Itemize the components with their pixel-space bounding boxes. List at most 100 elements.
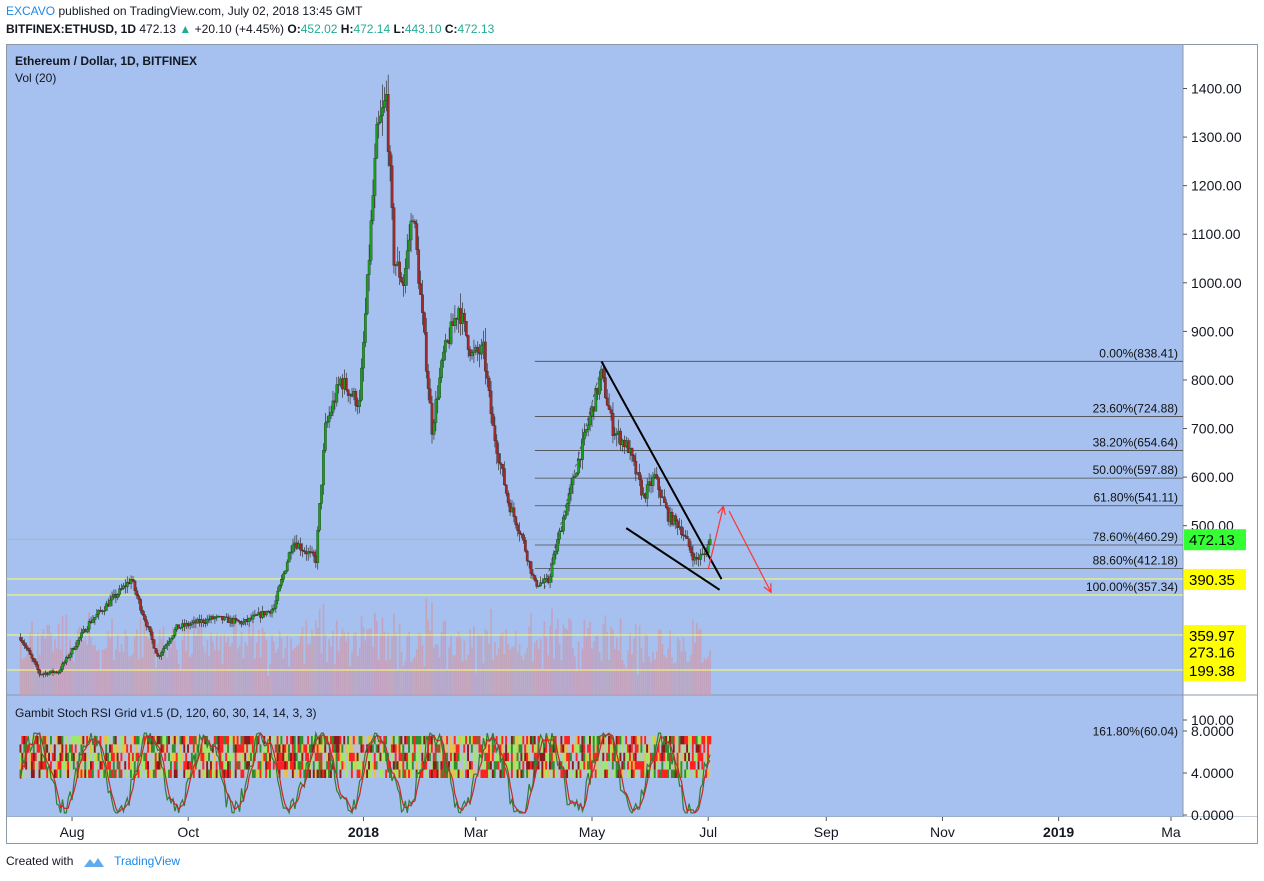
rsi-cell bbox=[579, 744, 582, 753]
rsi-cell bbox=[27, 752, 30, 762]
rsi-cell bbox=[457, 769, 460, 778]
candle bbox=[436, 397, 440, 400]
rsi-cell bbox=[349, 752, 352, 762]
rsi-cell bbox=[289, 769, 293, 778]
rsi-cell bbox=[564, 752, 567, 762]
volume-bar bbox=[210, 632, 212, 695]
rsi-cell bbox=[611, 769, 615, 778]
rsi-cell bbox=[402, 761, 405, 770]
rsi-cell bbox=[615, 736, 618, 745]
rsi-cell bbox=[301, 744, 304, 753]
rsi-cell bbox=[539, 761, 542, 770]
rsi-cell bbox=[535, 752, 538, 762]
volume-bar bbox=[663, 655, 666, 695]
rsi-cell bbox=[246, 761, 249, 770]
rsi-cell bbox=[509, 761, 512, 770]
rsi-cell bbox=[211, 752, 215, 762]
volume-bar bbox=[122, 651, 125, 695]
tradingview-link[interactable]: TradingView bbox=[114, 854, 181, 868]
rsi-cell bbox=[634, 761, 638, 770]
rsi-cell bbox=[634, 744, 638, 753]
rsi-cell bbox=[488, 752, 491, 762]
rsi-cell bbox=[491, 769, 495, 778]
rsi-cell bbox=[196, 736, 199, 745]
rsi-cell bbox=[217, 761, 220, 770]
rsi-cell bbox=[628, 744, 632, 753]
rsi-cell bbox=[522, 769, 525, 778]
rsi-cell bbox=[175, 752, 178, 762]
rsi-cell bbox=[411, 736, 415, 745]
rsi-cell bbox=[221, 761, 224, 770]
candle bbox=[523, 540, 527, 552]
price-chart[interactable]: 0.00%(838.41)23.60%(724.88)38.20%(654.64… bbox=[7, 45, 1257, 843]
rsi-cell bbox=[695, 769, 698, 778]
candle bbox=[424, 332, 428, 372]
rsi-cell bbox=[316, 752, 319, 762]
publisher-name[interactable]: EXCAVO bbox=[6, 4, 56, 18]
rsi-cell bbox=[678, 736, 681, 745]
rsi-cell bbox=[417, 744, 420, 753]
rsi-cell bbox=[124, 744, 127, 753]
rsi-cell bbox=[406, 752, 409, 762]
volume-bar bbox=[671, 657, 673, 695]
rsi-cell bbox=[34, 769, 38, 778]
rsi-cell bbox=[114, 744, 118, 753]
rsi-cell bbox=[623, 769, 626, 778]
rsi-cell bbox=[324, 736, 327, 745]
rsi-cell bbox=[651, 769, 655, 778]
ohlc-line: BITFINEX:ETHUSD, 1D 472.13 ▲ +20.10 (+4.… bbox=[6, 20, 494, 38]
volume-bar bbox=[541, 668, 544, 695]
rsi-cell bbox=[682, 744, 685, 753]
volume-bar bbox=[501, 632, 504, 695]
volume-bar bbox=[657, 629, 660, 695]
rsi-cell bbox=[581, 736, 584, 745]
rsi-cell bbox=[289, 744, 293, 753]
candle bbox=[110, 596, 114, 601]
rsi-cell bbox=[257, 736, 260, 745]
rsi-cell bbox=[316, 769, 319, 778]
candle bbox=[57, 672, 61, 674]
rsi-cell bbox=[676, 736, 679, 745]
candle bbox=[125, 582, 129, 588]
volume-bar bbox=[410, 661, 412, 695]
rsi-cell bbox=[463, 761, 466, 770]
candle bbox=[284, 570, 287, 575]
rsi-cell bbox=[459, 752, 462, 762]
volume-bar bbox=[530, 612, 532, 695]
chart-frame[interactable]: 0.00%(838.41) 23.60%(724.88) 38.20%(654.64… bbox=[6, 44, 1258, 844]
rsi-cell bbox=[400, 761, 403, 770]
rsi-cell bbox=[463, 736, 466, 745]
rsi-cell bbox=[23, 769, 26, 778]
rsi-cell bbox=[657, 761, 660, 770]
rsi-cell bbox=[143, 736, 146, 745]
volume-bar bbox=[191, 653, 193, 695]
volume-bar bbox=[606, 631, 609, 695]
candle bbox=[373, 158, 377, 196]
candle bbox=[609, 409, 613, 414]
volume-bar bbox=[627, 650, 629, 695]
rsi-cell bbox=[520, 769, 523, 778]
rsi-cell bbox=[284, 744, 287, 753]
rsi-cell bbox=[632, 752, 636, 762]
rsi-cell bbox=[352, 752, 356, 762]
volume-bar bbox=[229, 646, 231, 695]
rsi-cell bbox=[543, 752, 546, 762]
rsi-cell bbox=[587, 761, 590, 770]
rsi-cell bbox=[381, 769, 384, 778]
rsi-cell bbox=[80, 769, 83, 778]
rsi-cell bbox=[448, 736, 451, 745]
volume-bar bbox=[273, 641, 275, 695]
rsi-cell bbox=[230, 736, 234, 745]
rsi-cell bbox=[19, 744, 22, 753]
rsi-cell bbox=[82, 761, 85, 770]
rsi-cell bbox=[51, 752, 55, 762]
rsi-cell bbox=[429, 736, 432, 745]
rsi-cell bbox=[360, 744, 363, 753]
rsi-cell bbox=[453, 736, 457, 745]
rsi-cell bbox=[653, 761, 657, 770]
time-tick-label: 2019 bbox=[1043, 824, 1074, 840]
rsi-cell bbox=[621, 769, 624, 778]
rsi-cell bbox=[509, 744, 512, 753]
rsi-cell bbox=[149, 752, 152, 762]
rsi-cell bbox=[627, 752, 630, 762]
